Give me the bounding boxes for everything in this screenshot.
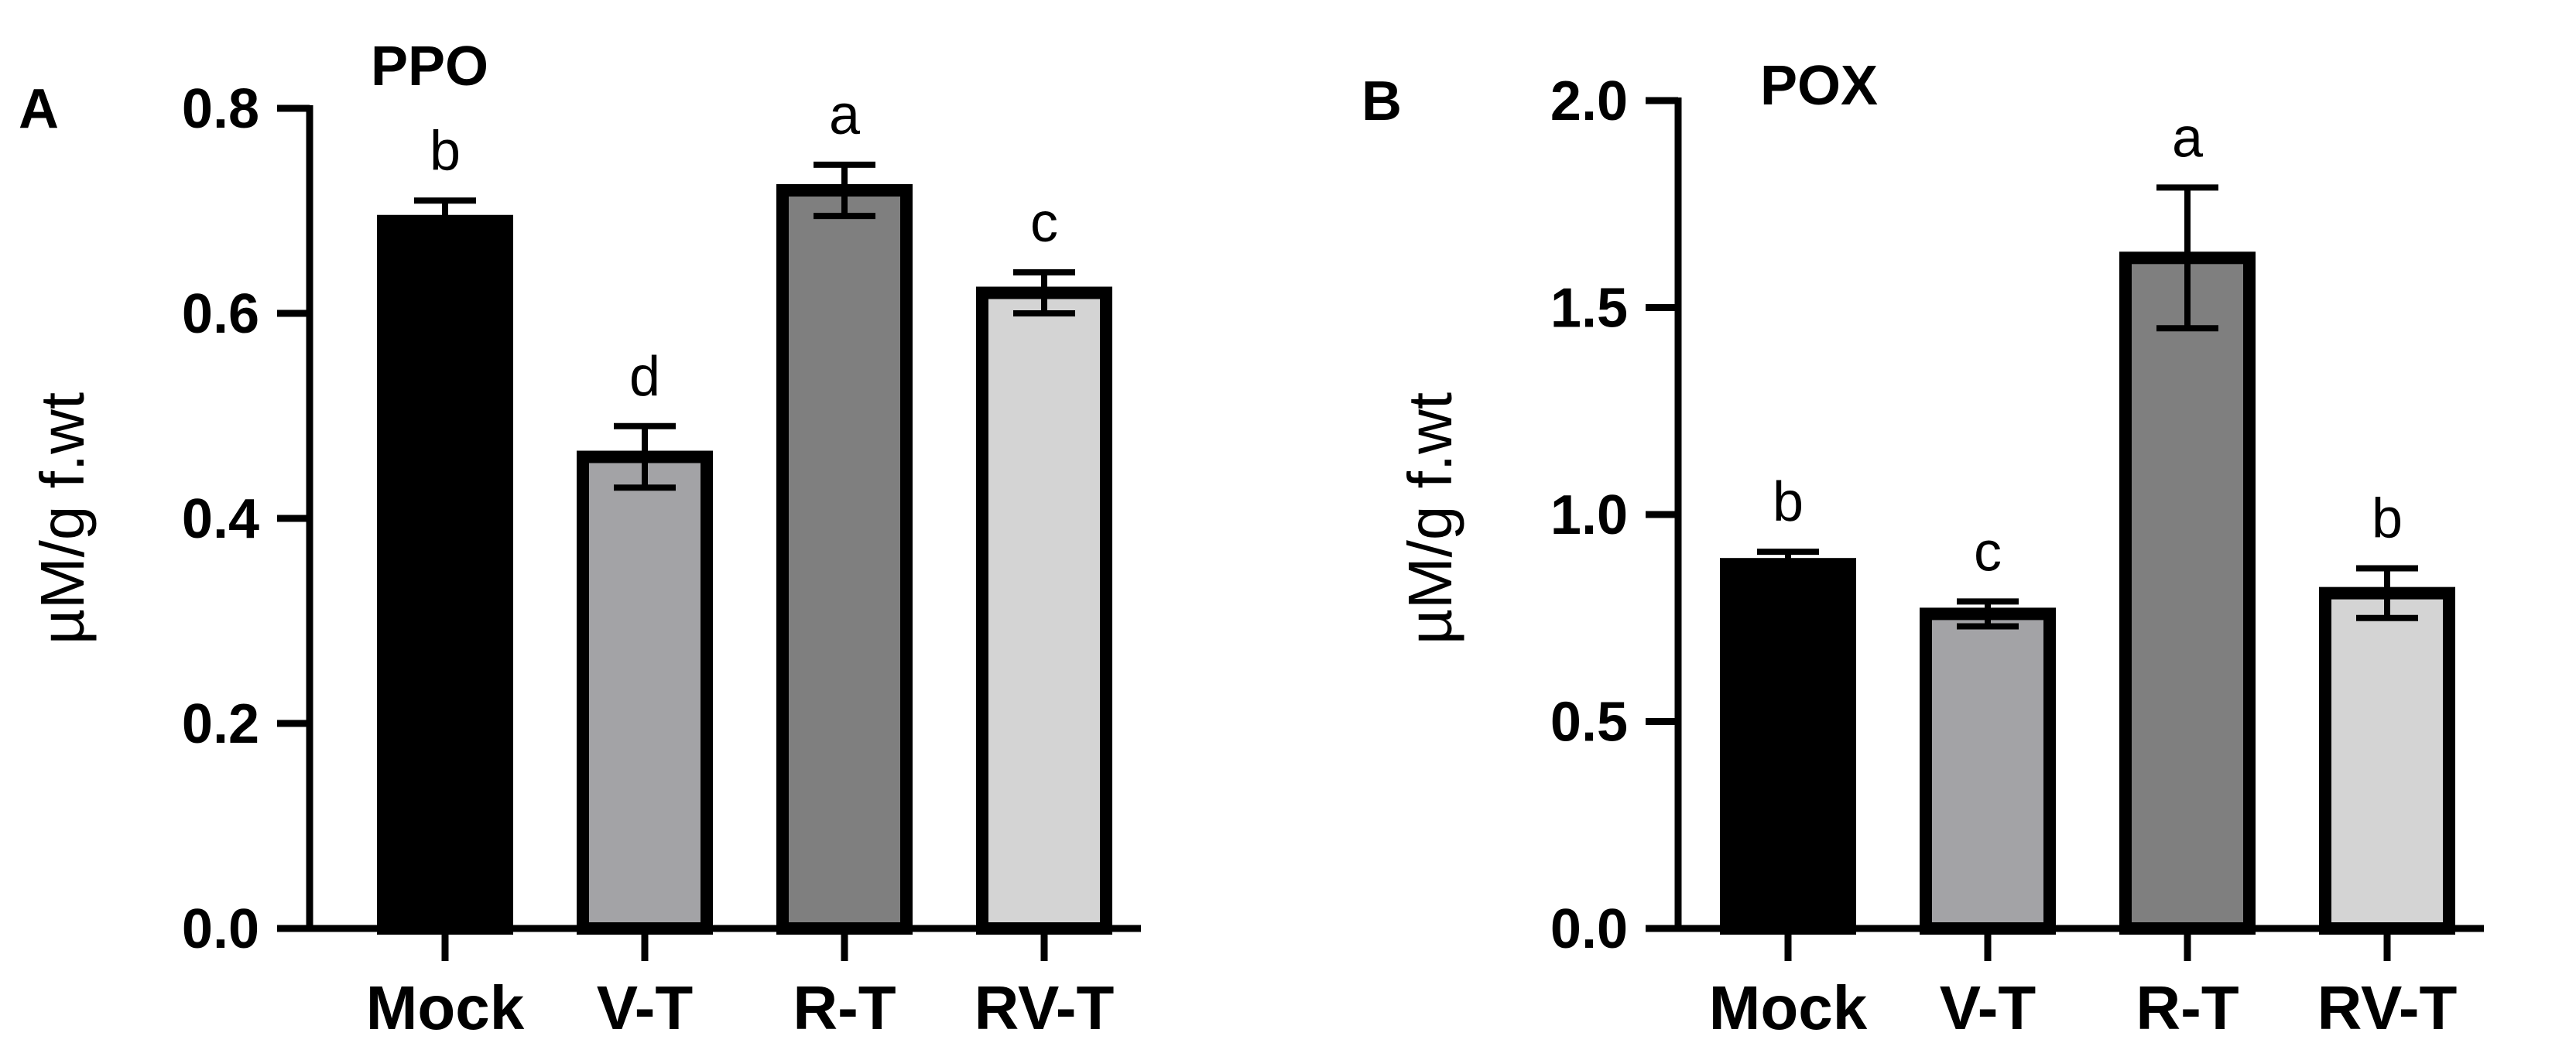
panel-a-x-tick-label: RV-T <box>975 973 1115 1042</box>
panel-b-bar-v-t <box>1920 607 2056 935</box>
panel-a-bar-r-t <box>776 184 913 935</box>
panel-b-y-axis-label: µM/g f.wt <box>1396 392 1464 645</box>
panel-a-significance-letter: c <box>1030 192 1058 254</box>
panel-b-x-tick-label: V-T <box>1940 973 2036 1042</box>
panel-a-x-tick-label: R-T <box>793 973 896 1042</box>
panel-b-significance-letter: a <box>2172 107 2204 169</box>
panel-a-y-tick-label: 0.8 <box>182 78 259 140</box>
panel-b-y-tick-label: 2.0 <box>1550 70 1628 132</box>
panel-b-significance-letter: b <box>2372 488 2403 550</box>
panel-b-significance-letter: c <box>1974 521 2002 583</box>
panel-b-bar-r-t <box>2119 251 2256 935</box>
panel-b-y-tick-label: 1.0 <box>1550 484 1628 546</box>
panel-b-title: POX <box>1760 55 1878 117</box>
panel-a-title: PPO <box>371 36 488 97</box>
panel-a-y-axis-label: µM/g f.wt <box>28 392 97 645</box>
panel-a-bar-mock <box>377 214 513 935</box>
panel-a-bar-rv-t <box>976 286 1112 935</box>
panel-b-x-tick-label: R-T <box>2136 973 2239 1042</box>
panel-a-y-tick-label: 0.4 <box>182 488 259 550</box>
panel-a-y-tick-label: 0.0 <box>182 898 259 960</box>
panel-a-y-tick-label: 0.2 <box>182 693 259 755</box>
panel-a-significance-letter: a <box>829 84 861 146</box>
panel-b-y-tick-label: 1.5 <box>1550 278 1628 340</box>
panel-b-bar-rv-t <box>2319 586 2455 935</box>
panel-b-letter: B <box>1362 70 1402 132</box>
panel-b-y-tick-label: 0.0 <box>1550 898 1628 960</box>
panel-b-x-tick-label: RV-T <box>2317 973 2458 1042</box>
panel-b-bar-mock <box>1720 558 1856 935</box>
panel-b-chart: B POX µM/g f.wt 0.0 0.5 1.0 1.5 2.0 b Mock c V-T a R-… <box>1362 55 2484 1042</box>
panel-b-significance-letter: b <box>1773 471 1804 533</box>
panel-a-letter: A <box>19 78 59 140</box>
panel-a-chart: A PPO µM/g f.wt 0.0 0.2 0.4 0.6 0.8 b Mock d V-T a R-… <box>19 36 1141 1042</box>
panel-b-x-tick-label: Mock <box>1709 973 1868 1042</box>
panel-a-x-tick-label: Mock <box>366 973 525 1042</box>
panel-b-y-tick-label: 0.5 <box>1550 692 1628 754</box>
panel-a-significance-letter: b <box>430 120 461 182</box>
panel-a-x-tick-label: V-T <box>597 973 694 1042</box>
panel-a-bar-v-t <box>577 450 713 935</box>
panel-a-significance-letter: d <box>629 346 660 408</box>
panel-a-y-tick-label: 0.6 <box>182 283 259 345</box>
